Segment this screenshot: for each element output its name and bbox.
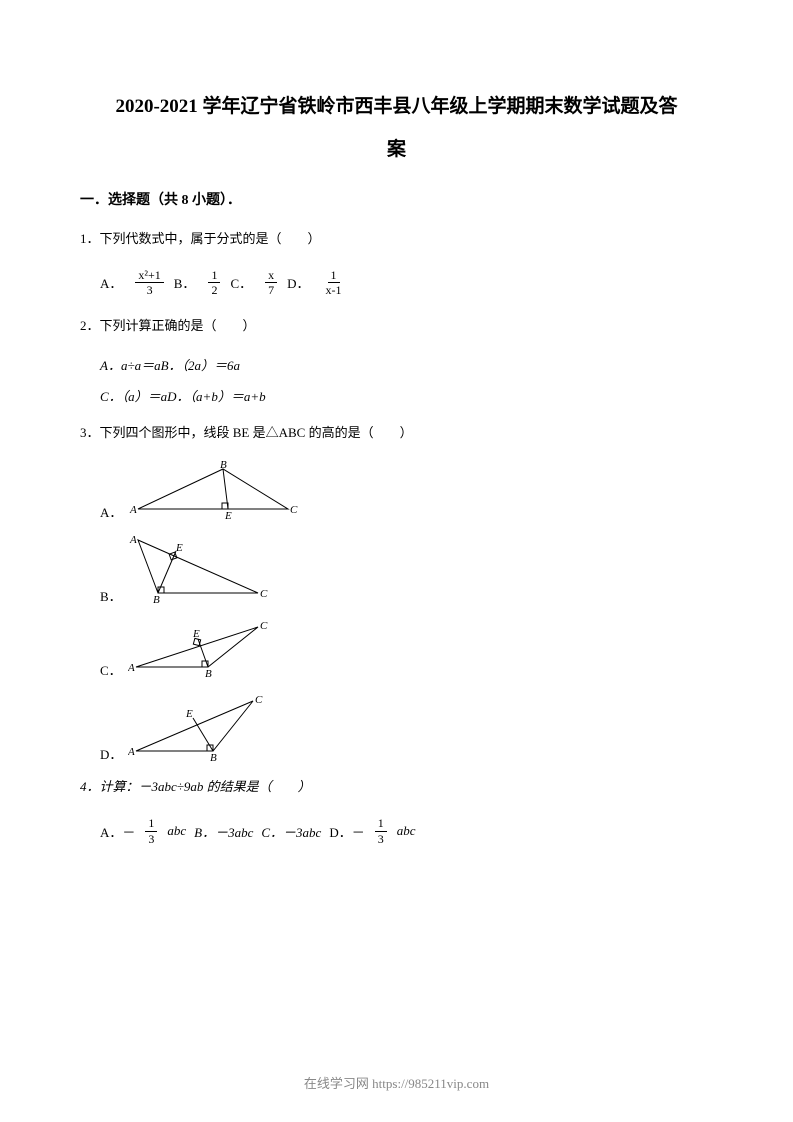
- svg-text:C: C: [290, 504, 298, 516]
- q4-optA-fraction: 1 3: [145, 816, 157, 846]
- triangle-diagram-B: A E B C: [128, 535, 278, 605]
- question-1: 1．下列代数式中，属于分式的是（ ）: [80, 229, 713, 250]
- q3-figure-D: D． A E B C: [80, 693, 713, 763]
- q4-optD-suffix: abc: [397, 823, 416, 839]
- svg-text:E: E: [192, 628, 200, 640]
- svg-text:C: C: [260, 620, 268, 632]
- svg-text:C: C: [260, 588, 268, 600]
- svg-text:B: B: [220, 461, 227, 471]
- svg-text:E: E: [175, 542, 183, 554]
- q3-figure-C: C． A E B C: [80, 619, 713, 679]
- svg-text:B: B: [153, 594, 160, 605]
- q1-optB-fraction: 1 2: [208, 268, 220, 298]
- svg-text:E: E: [185, 708, 193, 720]
- q1-optB-label: B．: [174, 273, 196, 292]
- svg-text:A: A: [128, 662, 135, 674]
- question-1-options: A． x²+1 3 B． 1 2 C． x 7 D． 1 x-1: [80, 268, 713, 298]
- section-1-header: 一．选择题（共 8 小题）．: [80, 189, 713, 209]
- q1-optA-label: A．: [100, 273, 122, 292]
- q1-optC-label: C．: [230, 273, 252, 292]
- q3-figure-A: A． A B C E: [80, 461, 713, 521]
- page-title-line2: 案: [80, 134, 713, 161]
- q2-options-line1: A．a÷a＝aB．（2a）＝6a: [80, 355, 713, 374]
- q4-optD-label: D．－: [329, 822, 364, 841]
- question-4: 4．计算：－3abc÷9ab 的结果是（ ）: [80, 777, 713, 798]
- q4-optA-label: A．－: [100, 822, 135, 841]
- question-2: 2．下列计算正确的是（ ）: [80, 316, 713, 337]
- q4-optC: C．－3abc: [261, 822, 321, 841]
- q1-optC-fraction: x 7: [265, 268, 277, 298]
- triangle-diagram-A: A B C E: [128, 461, 298, 521]
- q2-options-line2: C．（a）＝aD．（a+b）＝a+b: [80, 386, 713, 405]
- q1-optD-fraction: 1 x-1: [323, 268, 345, 298]
- svg-text:A: A: [128, 746, 135, 758]
- question-4-options: A．－ 1 3 abc B．－3abc C．－3abc D．－ 1 3 abc: [80, 816, 713, 846]
- q4-optD-fraction: 1 3: [375, 816, 387, 846]
- q4-optA-suffix: abc: [167, 823, 186, 839]
- q1-optA-fraction: x²+1 3: [135, 268, 163, 298]
- q3-figure-B: B． A E B C: [80, 535, 713, 605]
- svg-text:C: C: [255, 694, 263, 706]
- q1-optD-label: D．: [287, 273, 309, 292]
- svg-text:A: A: [129, 535, 137, 546]
- triangle-diagram-C: A E B C: [128, 619, 278, 679]
- svg-text:B: B: [205, 668, 212, 679]
- q4-optB: B．－3abc: [194, 822, 253, 841]
- svg-text:E: E: [224, 510, 232, 521]
- page-footer: 在线学习网 https://985211vip.com: [0, 1073, 793, 1092]
- question-3: 3．下列四个图形中，线段 BE 是△ABC 的高的是（ ）: [80, 423, 713, 444]
- triangle-diagram-D: A E B C: [128, 693, 278, 763]
- svg-text:A: A: [129, 504, 137, 516]
- page-title-line1: 2020-2021 学年辽宁省铁岭市西丰县八年级上学期期末数学试题及答: [80, 90, 713, 124]
- svg-text:B: B: [210, 752, 217, 763]
